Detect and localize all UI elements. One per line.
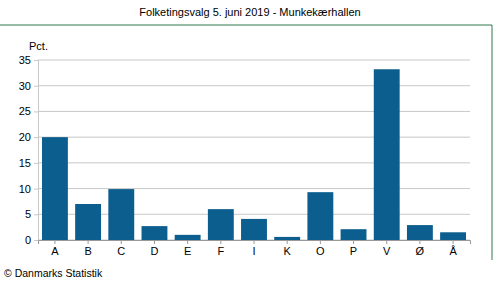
x-tick-label: F	[217, 245, 224, 257]
x-axis: ABCDEFIKOPVØÅ	[39, 240, 471, 257]
title: Folketingsvalg 5. juni 2019 - Munkekærha…	[139, 6, 360, 18]
y-axis-line	[34, 61, 39, 241]
plot: 0 5 10 15 20 25 30 35 A B C D E F I K O P V Ø Å	[19, 54, 471, 257]
grid-line	[38, 162, 470, 163]
x-tick-mark	[386, 240, 387, 244]
x-tick: I	[252, 240, 255, 257]
x-tick-label: Ø	[416, 245, 425, 257]
bars	[42, 69, 466, 240]
y-tick: 35	[19, 54, 38, 66]
x-tick-label: V	[383, 245, 391, 257]
y-tick: 5	[25, 208, 38, 220]
frame-line	[492, 25, 493, 260]
x-tick: K	[284, 240, 292, 257]
y-tick: 20	[19, 131, 38, 143]
bar	[341, 229, 367, 240]
y-tick-mark	[34, 137, 38, 138]
grid-line	[38, 60, 470, 61]
grid-line	[38, 137, 470, 138]
x-tick: F	[217, 240, 224, 257]
grid-line	[38, 214, 470, 215]
y-tick-label: 10	[19, 183, 31, 195]
y-tick-mark	[34, 86, 38, 87]
y-tick: 15	[19, 157, 38, 169]
x-tick-label: Å	[449, 245, 457, 257]
x-tick-label: C	[117, 245, 125, 257]
bar	[374, 69, 400, 240]
x-tick-label: A	[51, 245, 59, 257]
grid	[38, 60, 470, 240]
bar	[208, 209, 234, 240]
x-tick-label: E	[184, 245, 191, 257]
x-tick-label: P	[350, 245, 357, 257]
bar	[108, 189, 134, 240]
bar	[274, 237, 300, 240]
x-tick-mark	[353, 240, 354, 244]
x-tick: E	[184, 240, 191, 257]
y-tick: 10	[19, 183, 38, 195]
y-tick: 30	[19, 80, 38, 92]
x-axis-line	[39, 241, 471, 245]
y-tick-mark	[34, 60, 38, 61]
x-tick-mark	[419, 240, 420, 244]
x-tick: D	[150, 240, 158, 257]
y-tick: 25	[19, 105, 38, 117]
chart: Folketingsvalg 5. juni 2019 - Munkekærha…	[0, 0, 500, 282]
bar	[307, 192, 333, 240]
x-tick-mark	[453, 240, 454, 244]
y-tick-mark	[34, 111, 38, 112]
x-tick-mark	[54, 240, 55, 244]
x-tick-mark	[320, 240, 321, 244]
x-tick: Å	[449, 240, 457, 257]
x-tick-mark	[88, 240, 89, 244]
bar	[175, 235, 201, 240]
grid-line	[38, 85, 470, 86]
y-tick-label: 35	[19, 54, 31, 66]
y-tick-mark	[34, 214, 38, 215]
x-tick: C	[117, 240, 125, 257]
bar	[241, 219, 267, 240]
x-tick-mark	[154, 240, 155, 244]
y-axis-label: Pct.	[29, 40, 48, 52]
x-tick: O	[316, 240, 325, 257]
x-tick-mark	[220, 240, 221, 244]
x-tick-label: O	[316, 245, 325, 257]
y-axis: 0 5 10 15 20 25 30 35	[19, 54, 39, 246]
y-tick-label: 0	[25, 234, 31, 246]
x-tick: Ø	[416, 240, 425, 257]
x-tick-label: B	[84, 245, 91, 257]
x-tick: B	[84, 240, 91, 257]
x-tick: P	[350, 240, 357, 257]
x-tick-mark	[287, 240, 288, 244]
x-tick-label: I	[252, 245, 255, 257]
y-tick-label: 5	[25, 208, 31, 220]
y-tick-label: 25	[19, 105, 31, 117]
x-tick: A	[51, 240, 59, 257]
bar	[75, 204, 101, 240]
y-tick: 0	[25, 234, 38, 246]
y-tick-label: 15	[19, 157, 31, 169]
y-tick-mark	[34, 240, 38, 241]
y-tick-label: 30	[19, 80, 31, 92]
bar	[142, 226, 168, 240]
y-tick-mark	[34, 189, 38, 190]
source: © Danmarks Statistik	[4, 267, 103, 279]
bar	[440, 232, 466, 240]
x-tick-mark	[121, 240, 122, 244]
x-tick-label: K	[284, 245, 292, 257]
y-tick-mark	[34, 163, 38, 164]
x-tick-mark	[187, 240, 188, 244]
bar	[42, 137, 68, 240]
frame-line	[0, 25, 492, 26]
grid-line	[38, 188, 470, 189]
bar	[407, 225, 433, 240]
x-tick-mark	[254, 240, 255, 244]
x-tick-label: D	[150, 245, 158, 257]
y-tick-label: 20	[19, 131, 31, 143]
grid-line	[38, 111, 470, 112]
x-tick: V	[383, 240, 391, 257]
